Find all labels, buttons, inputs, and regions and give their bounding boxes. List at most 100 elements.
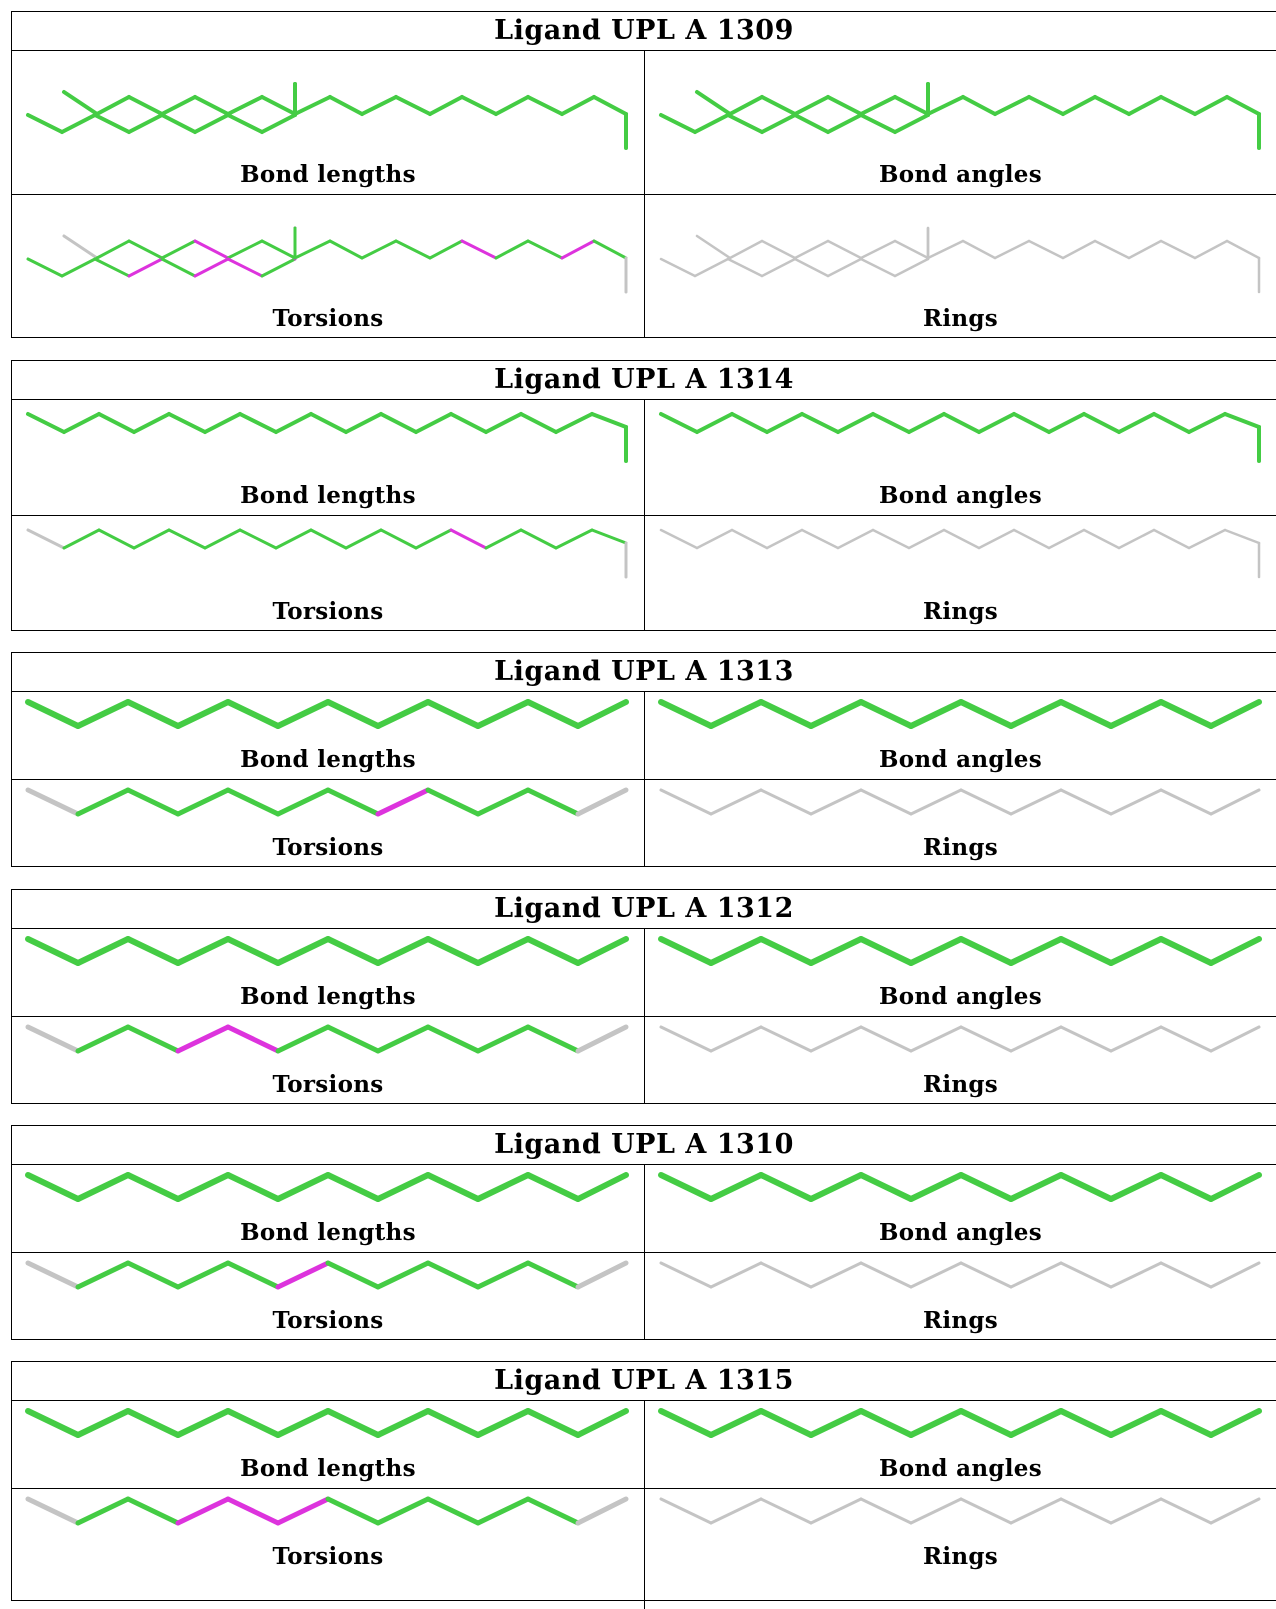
upper-chain-bond [293,95,332,116]
chain-bond [525,1408,581,1438]
upper-chain-bond [1061,239,1097,260]
chain-bond [525,1024,581,1054]
panel-caption: Torsions [272,1543,384,1570]
lower-chain-bond [93,257,131,278]
lower-chain-bond [160,257,197,278]
panel-caption: Bond angles [879,161,1042,188]
chain-bond [425,1408,481,1438]
chain-bond [325,1024,381,1054]
upper-chain-bond [95,95,131,116]
chain-bond [859,788,913,816]
chain-bond [1008,699,1064,729]
torsions-panel: Torsions [12,1017,645,1104]
panel-caption: Torsions [272,598,384,625]
lower-chain-bond [26,113,64,134]
upper-chain-bond [1193,95,1229,116]
upper-chain-bond [1093,239,1131,260]
chain-bond [125,1260,181,1290]
chain-bond [1008,1172,1064,1202]
panel-caption: Torsions [272,1071,384,1098]
chain-bond [375,936,431,966]
chain-bond [125,1024,181,1054]
chain-bond [659,1025,713,1053]
chain-bond [425,1024,481,1054]
lower-chain-bond [60,113,97,134]
bond-lengths-panel: Bond lengths [12,400,645,515]
upper-chain-bond [961,95,997,116]
chain-bond [708,699,764,729]
chain-bond [275,1260,331,1290]
chain-bond [225,699,281,729]
upper-chain-bond [859,95,897,116]
chain-bond [525,699,581,729]
chain-bond [695,528,734,550]
lower-chain-bond [193,113,230,134]
chain-bond [519,412,558,434]
image-row: Torsions Rings [12,515,1276,631]
chain-bond [1059,1261,1113,1289]
chain-bond [1109,788,1163,816]
lower-chain-bond [127,113,164,134]
chain-bond [858,1172,914,1202]
chain-bond [809,1497,863,1525]
panel-caption: Bond lengths [240,746,416,773]
panel-caption: Bond lengths [240,482,416,509]
chain-bond [958,936,1014,966]
bond-angles-molecule [659,82,1261,150]
chain-bond [1047,412,1086,434]
chain-bond [475,1260,531,1290]
bond-lengths-molecule [25,936,629,966]
chain-bond [238,528,278,550]
lower-chain-bond [859,113,897,134]
chain-bond [525,936,581,966]
bond-lengths-molecule [25,1408,629,1438]
ligand-title: Ligand UPL A 1315 [494,1365,794,1396]
chain-bond [1108,1408,1164,1438]
chain-bond [758,1172,814,1202]
bond-lengths-panel: Bond lengths [12,929,645,1016]
upper-chain-bond [193,95,230,116]
lower-chain-bond [193,257,230,278]
chain-bond [125,1408,181,1438]
chain-bond [859,1025,913,1053]
lower-chain-bond [659,113,697,134]
upper-chain-bond [526,95,564,116]
upper-chain-bond [926,239,965,260]
chain-bond [759,1497,813,1525]
chain-bond [908,1408,964,1438]
bond-angles-panel: Bond angles [645,51,1276,194]
chain-bond [1009,788,1063,816]
image-row: Torsions Rings [12,779,1276,867]
chain-bond [858,1408,914,1438]
chain-bond [800,412,840,434]
chain-bond [1209,1497,1261,1525]
chain-bond [800,528,840,550]
chain-bond [871,412,911,434]
chain-bond [275,936,331,966]
ligand-table: Ligand UPL A 1312 Bond lengths Bond angl… [11,889,1276,1104]
chain-bond [1223,528,1261,545]
torsions-molecule [26,226,628,294]
upper-chain-bond [293,239,332,260]
chain-bond [274,412,313,434]
bond-angles-molecule [658,936,1262,966]
chain-bond [475,936,531,966]
upper-chain-bond [926,95,965,116]
chain-bond [758,1408,814,1438]
chain-bond [575,1172,629,1202]
chain-bond [167,412,207,434]
chain-bond [425,1172,481,1202]
chain-bond [25,787,81,817]
chain-bond [238,412,278,434]
panel-caption: Rings [922,1543,999,1570]
upper-chain-bond [160,239,197,260]
lower-chain-bond [226,257,264,278]
chain-bond [1058,1408,1114,1438]
chain-bond [425,936,481,966]
rings-molecule [659,528,1261,579]
chain-bond [525,1172,581,1202]
chain-bond [808,1172,864,1202]
torsions-panel: Torsions [12,1253,645,1340]
chain-bond [709,788,763,816]
chain-bond [225,787,281,817]
